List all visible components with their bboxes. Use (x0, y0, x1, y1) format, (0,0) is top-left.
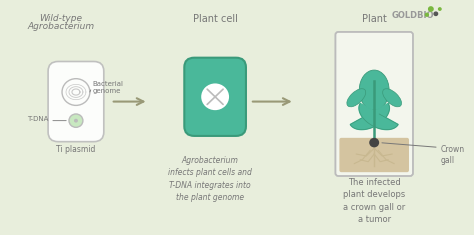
Text: Bacterial
genome: Bacterial genome (93, 81, 124, 94)
Text: Agrobacterium: Agrobacterium (27, 22, 95, 31)
Circle shape (425, 13, 428, 16)
Text: Agrobacterium
infects plant cells and
T-DNA integrates into
the plant genome: Agrobacterium infects plant cells and T-… (168, 156, 252, 203)
Circle shape (438, 8, 441, 10)
Circle shape (201, 83, 229, 110)
Text: Plant: Plant (362, 14, 387, 24)
FancyBboxPatch shape (48, 62, 104, 142)
Circle shape (369, 138, 379, 147)
Text: Ti plasmid: Ti plasmid (56, 145, 96, 153)
Text: Plant cell: Plant cell (193, 14, 237, 24)
FancyBboxPatch shape (336, 32, 413, 176)
Circle shape (69, 114, 83, 127)
FancyBboxPatch shape (184, 58, 246, 136)
Text: GOLDBIO: GOLDBIO (392, 11, 435, 20)
Circle shape (74, 119, 78, 123)
FancyArrowPatch shape (253, 98, 290, 105)
Text: Crown
gall: Crown gall (441, 145, 465, 164)
Text: The infected
plant develops
a crown gall or
a tumor: The infected plant develops a crown gall… (343, 178, 405, 224)
FancyBboxPatch shape (339, 138, 409, 172)
Ellipse shape (359, 70, 389, 110)
Text: Wild-type: Wild-type (39, 14, 82, 23)
FancyArrowPatch shape (114, 98, 144, 105)
Ellipse shape (383, 89, 401, 107)
Ellipse shape (347, 89, 366, 107)
Circle shape (434, 12, 438, 16)
Circle shape (428, 7, 433, 11)
Polygon shape (350, 103, 390, 129)
Text: T-DNA: T-DNA (27, 116, 48, 122)
Polygon shape (359, 103, 398, 129)
